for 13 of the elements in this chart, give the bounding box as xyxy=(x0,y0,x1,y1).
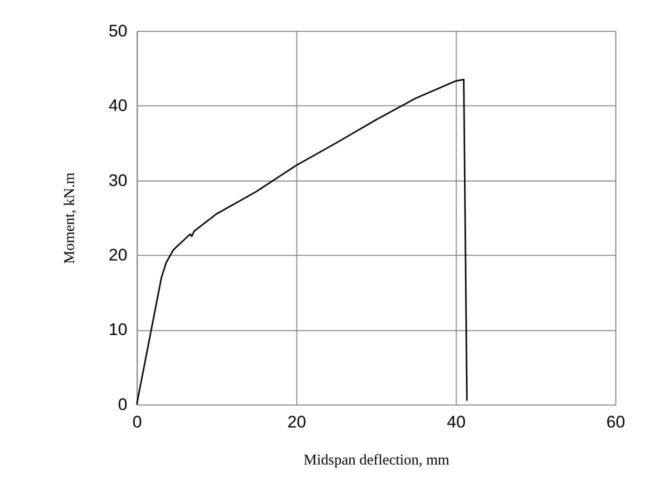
x-tick-label: 0 xyxy=(132,412,142,432)
x-tick-label: 60 xyxy=(606,412,626,432)
line-series xyxy=(136,78,468,406)
y-tick-label: 10 xyxy=(108,320,128,340)
x-tick-label: 20 xyxy=(287,412,306,432)
y-tick-label: 40 xyxy=(108,96,128,116)
x-tick-label: 40 xyxy=(446,412,466,432)
y-tick-label: 20 xyxy=(108,245,128,264)
y-tick-label: 0 xyxy=(118,394,128,414)
y-tick-label: 30 xyxy=(108,170,128,190)
x-axis-title: Midspan deflection, mm xyxy=(304,452,450,468)
y-axis-title: Moment, kN.m xyxy=(62,172,78,264)
y-tick-label: 50 xyxy=(108,21,128,40)
